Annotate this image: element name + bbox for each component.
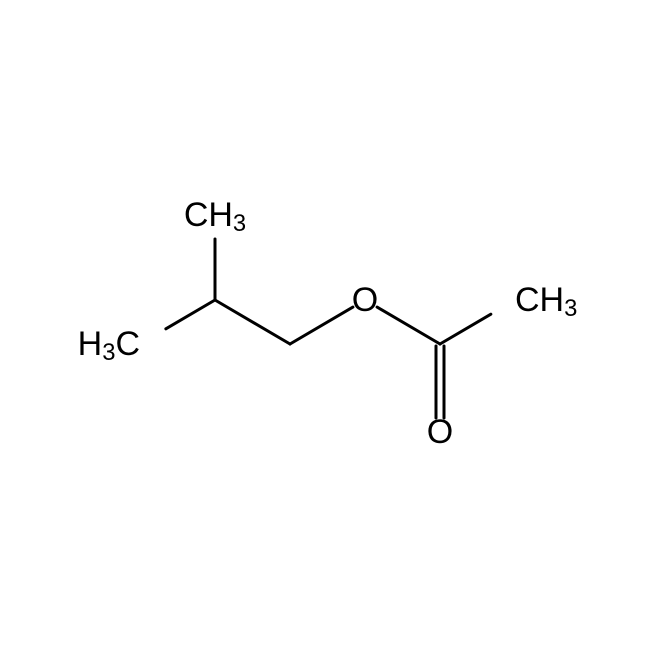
label-o-ester: O <box>352 281 378 319</box>
label-ch3-right: CH3 <box>515 281 577 322</box>
label-o-carbonyl: O <box>427 413 453 451</box>
label-ch3-top: CH3 <box>184 196 246 237</box>
molecule-diagram: CH3 H3C O O CH3 <box>0 0 650 650</box>
label-h3c-left: H3C <box>78 325 140 366</box>
